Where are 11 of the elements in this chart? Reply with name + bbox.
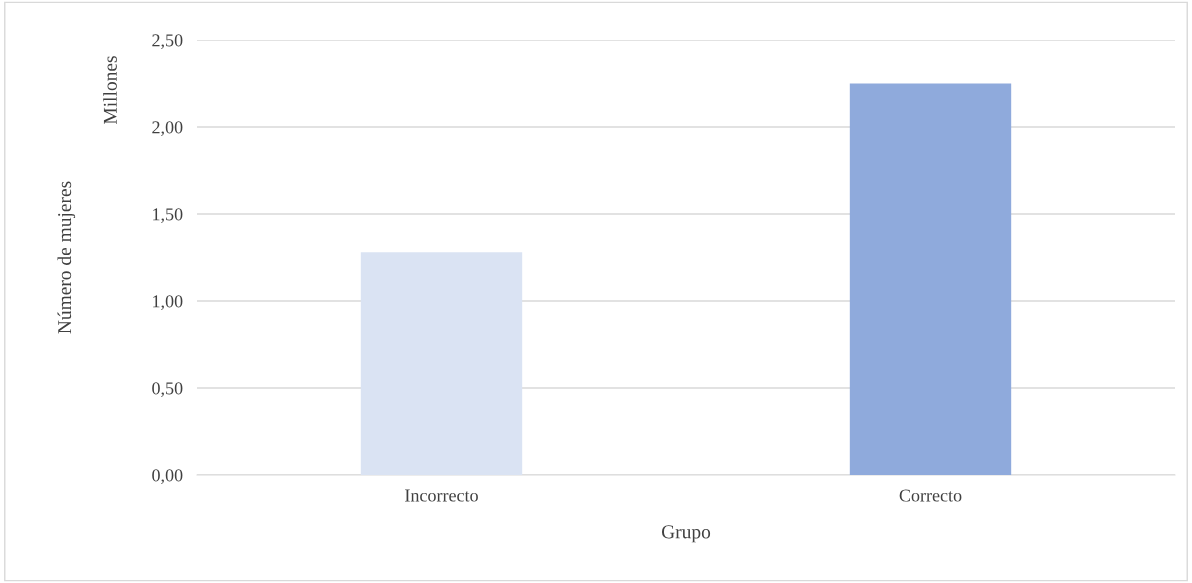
x-axis-title: Grupo [661,525,711,543]
x-tick-label: Correcto [899,489,962,502]
y-tick-label: 0,00 [152,469,183,485]
x-tick-label: Incorrecto [405,489,478,502]
y-axis-title: Número de mujeres [57,181,76,334]
text: Millones [103,56,117,125]
y-tick-label: 0,50 [152,382,183,398]
y-tick-label: 1,00 [153,295,183,311]
y-tick-label: 1,50 [153,208,183,224]
y-tick-label: 2,00 [152,121,183,137]
y-tick-label: 2,50 [152,34,183,50]
